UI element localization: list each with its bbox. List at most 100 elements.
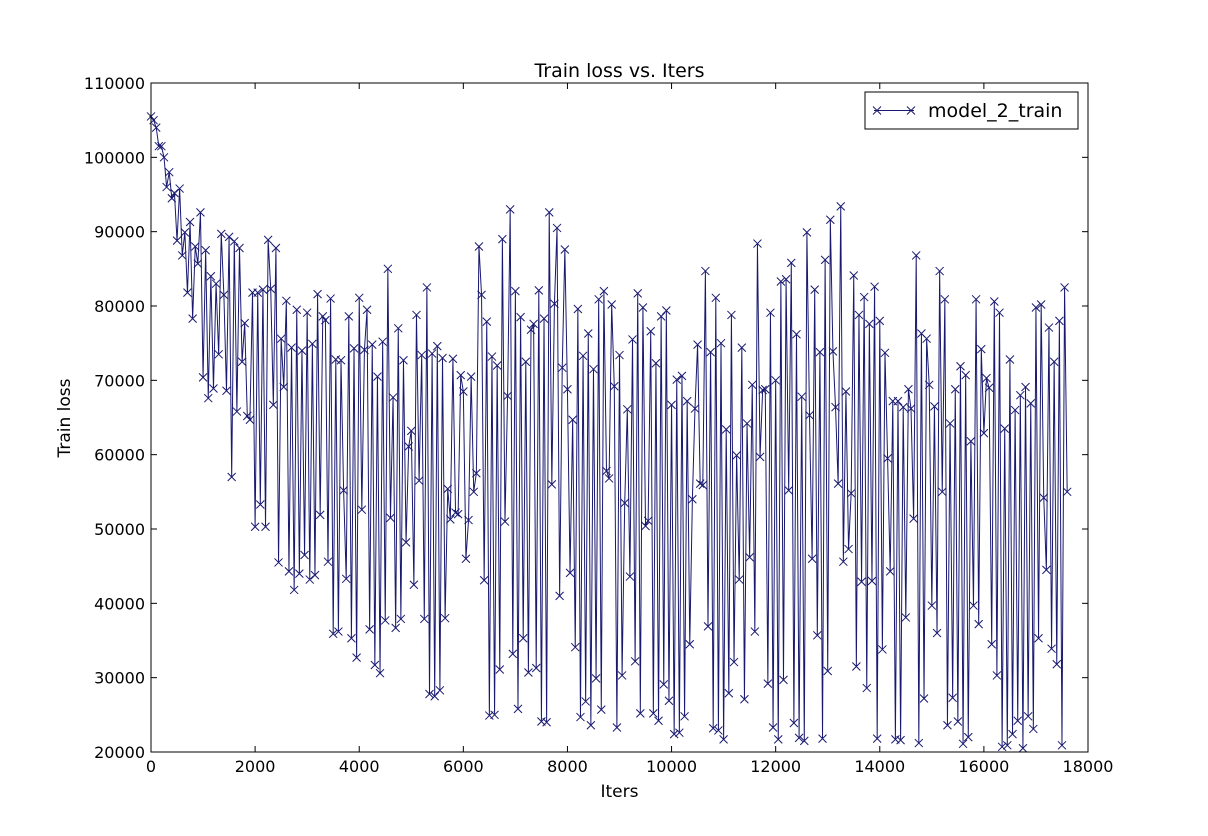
data-point-marker (893, 396, 903, 406)
data-point-marker (607, 300, 617, 309)
data-point-marker (583, 329, 593, 338)
data-point-marker (586, 720, 596, 730)
x-tick-label: 2000 (235, 757, 276, 776)
data-point-marker (427, 349, 437, 358)
data-point-marker (365, 624, 374, 634)
data-point-marker (786, 258, 796, 268)
data-point-marker (711, 293, 721, 303)
data-point-marker (1021, 382, 1030, 392)
data-point-marker (641, 521, 650, 531)
data-point-marker (297, 346, 307, 355)
data-point-marker (552, 223, 562, 233)
data-point-marker (953, 717, 963, 726)
data-point-marker (235, 243, 244, 253)
data-point-marker (315, 510, 325, 520)
data-point-marker (979, 428, 989, 438)
data-point-marker (383, 264, 393, 274)
y-axis-title: Train loss (55, 378, 75, 458)
data-point-marker (490, 710, 499, 720)
data-point-marker (308, 339, 317, 349)
data-point-marker (266, 284, 276, 294)
data-point-marker (1044, 323, 1054, 332)
data-point-marker (987, 639, 997, 649)
data-point-marker (1042, 565, 1051, 575)
data-point-marker (969, 601, 978, 610)
data-point-marker (966, 436, 976, 446)
data-point-marker (547, 480, 557, 489)
data-point-marker (1039, 493, 1049, 503)
data-point-marker (794, 733, 804, 743)
x-tick-label: 10000 (646, 757, 697, 776)
x-tick-label: 18000 (1063, 757, 1114, 776)
data-point-marker (1023, 711, 1033, 721)
y-tick-label: 70000 (94, 371, 145, 390)
data-point-marker (750, 627, 760, 636)
x-axis-title: Iters (601, 782, 639, 802)
data-point-marker (661, 306, 671, 315)
data-point-marker (526, 325, 536, 335)
x-tick-label: 4000 (339, 757, 380, 776)
data-point-marker (237, 357, 247, 367)
data-point-marker (219, 290, 229, 300)
data-point-marker (396, 614, 406, 624)
data-point-marker (685, 639, 695, 649)
data-point-marker (565, 568, 575, 578)
data-point-marker (732, 451, 741, 460)
data-point-marker (578, 351, 588, 361)
data-point-marker (419, 614, 429, 624)
legend-marker (872, 106, 916, 115)
data-point-marker (911, 251, 921, 260)
data-point-marker (823, 666, 833, 676)
data-point-marker (956, 361, 965, 371)
data-point-marker (604, 474, 614, 483)
data-point-marker (654, 716, 663, 726)
y-tick-label: 40000 (94, 594, 145, 613)
data-point-marker (940, 294, 950, 304)
data-point-marker (682, 396, 692, 406)
data-point-marker (344, 312, 354, 321)
data-point-marker (818, 734, 827, 743)
data-point-marker (701, 266, 710, 276)
data-point-marker (284, 567, 294, 576)
data-point-marker (974, 619, 984, 629)
data-point-marker (505, 205, 515, 214)
data-point-marker (737, 343, 747, 352)
data-point-marker (768, 723, 778, 732)
data-point-marker (989, 297, 999, 306)
data-point-marker (883, 454, 892, 463)
x-tick-label: 14000 (854, 757, 905, 776)
data-point-marker (375, 668, 385, 678)
data-point-marker (909, 514, 918, 523)
data-point-marker (984, 383, 994, 393)
data-point-marker (313, 289, 322, 299)
data-point-marker (432, 341, 442, 351)
data-point-marker (518, 633, 528, 643)
data-point-marker (261, 522, 270, 532)
data-point-marker (784, 485, 794, 495)
data-point-marker (464, 515, 473, 525)
data-point-marker (599, 286, 609, 296)
data-point-marker (576, 712, 585, 722)
data-point-marker (524, 668, 533, 677)
y-tick-label: 100000 (84, 148, 145, 167)
data-point-marker (1000, 424, 1010, 434)
data-point-marker (872, 734, 882, 743)
data-point-marker (196, 207, 205, 217)
data-point-marker (688, 494, 697, 504)
data-point-marker (721, 425, 731, 434)
data-point-marker (456, 370, 466, 380)
data-point-marker (193, 259, 203, 268)
data-point-marker (945, 419, 955, 428)
data-point-marker (240, 318, 250, 328)
data-point-marker (271, 243, 281, 253)
data-point-marker (557, 363, 567, 373)
data-point-marker (924, 380, 934, 390)
data-point-marker (820, 255, 830, 265)
data-point-marker (846, 488, 856, 498)
data-point-marker (216, 229, 226, 239)
data-point-marker (209, 384, 218, 393)
data-point-marker (792, 329, 801, 339)
data-point-marker (341, 574, 351, 584)
data-point-marker (399, 355, 408, 365)
data-point-marker (961, 370, 971, 380)
